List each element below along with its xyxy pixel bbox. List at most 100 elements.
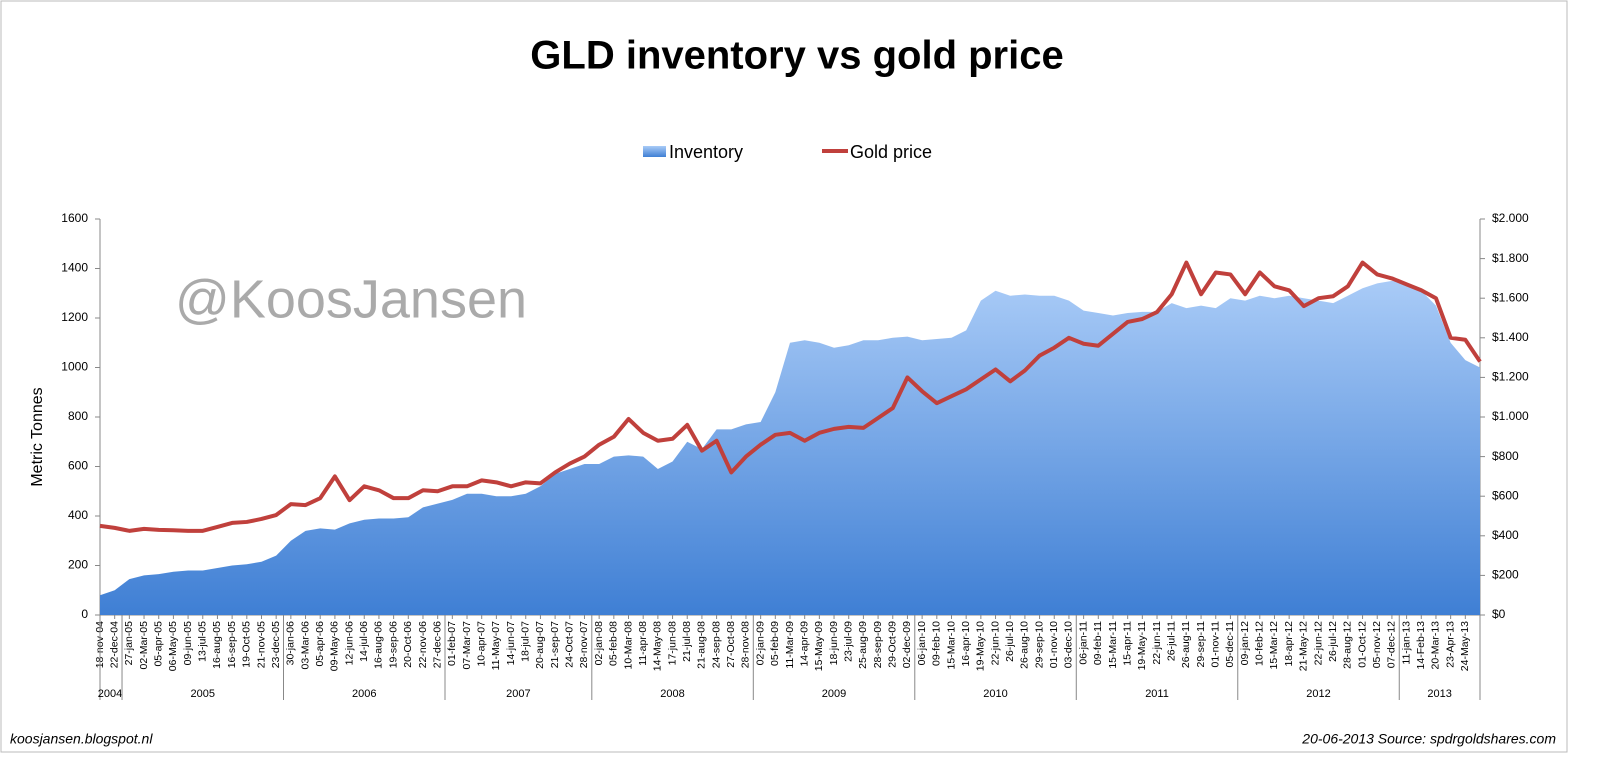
x-tick-label: 27-Oct-08 [725,621,737,668]
x-tick-label: 10-feb-12 [1254,621,1266,666]
x-tick-label: 15-Mar-12 [1268,621,1280,670]
y2-tick-label: $1.400 [1492,330,1529,344]
footer-right: 20-06-2013 Source: spdrgoldshares.com [1301,731,1556,747]
x-tick-label: 15-apr-11 [1121,621,1133,666]
x-tick-label: 14-apr-09 [798,621,810,667]
x-tick-label: 05-apr-06 [314,621,326,667]
x-tick-label: 09-feb-10 [931,621,943,666]
x-tick-label: 25-aug-09 [857,621,869,669]
x-tick-label: 23-Apr-13 [1444,621,1456,668]
x-tick-label: 09-May-06 [329,621,341,671]
x-tick-label: 21-nov-05 [255,621,267,668]
x-tick-label: 29-sep-10 [1033,621,1045,668]
x-tick-label: 16-apr-10 [960,621,972,667]
x-tick-label: 05-apr-05 [153,621,165,667]
x-tick-label: 26-jul-11 [1165,621,1177,661]
y-tick-label: 200 [68,558,88,572]
x-tick-label: 24-sep-08 [710,621,722,668]
x-tick-label: 14-Feb-13 [1415,621,1427,670]
year-label: 2013 [1427,688,1451,700]
x-tick-label: 22-nov-06 [417,621,429,668]
x-tick-label: 07-dec-12 [1386,621,1398,668]
x-tick-label: 03-dec-10 [1063,621,1075,668]
y-tick-label: 1400 [61,261,88,275]
x-tick-label: 01-feb-07 [446,621,458,666]
x-tick-label: 05-feb-08 [608,621,620,666]
x-tick-label: 20-Oct-06 [402,621,414,668]
x-tick-label: 01-nov-11 [1210,621,1222,668]
x-tick-label: 18-jul-07 [520,621,532,662]
x-tick-label: 28-aug-12 [1342,621,1354,669]
y-tick-label: 600 [68,459,88,473]
x-tick-label: 15-Mar-11 [1107,621,1119,669]
x-tick-label: 18-apr-12 [1283,621,1295,667]
x-tick-label: 19-May-10 [975,621,987,671]
x-tick-label: 14-jul-06 [358,621,370,662]
x-tick-label: 27-jan-05 [123,621,135,666]
x-tick-label: 22-jun-11 [1151,621,1163,665]
x-tick-label: 27-dec-06 [431,621,443,668]
x-tick-label: 02-Mar-05 [138,621,150,670]
y2-tick-label: $600 [1492,488,1519,502]
x-tick-label: 24-Oct-07 [564,621,576,668]
y2-tick-label: $800 [1492,449,1519,463]
x-tick-label: 05-dec-11 [1224,621,1236,668]
x-tick-label: 03-Mar-06 [299,621,311,670]
chart-title: GLD inventory vs gold price [530,34,1063,78]
x-tick-label: 28-sep-09 [872,621,884,668]
x-tick-label: 10-apr-07 [475,621,487,667]
x-tick-label: 19-May-11 [1136,621,1148,671]
x-tick-label: 02-jan-08 [593,621,605,666]
legend: Inventory Gold price [643,142,932,162]
x-tick-label: 15-May-09 [813,621,825,671]
y2-tick-label: $200 [1492,568,1519,582]
x-tick-label: 22-jun-10 [989,621,1001,666]
x-tick-label: 22-dec-04 [108,621,120,668]
x-tick-label: 21-sep-07 [549,621,561,668]
x-tick-label: 29-sep-11 [1195,621,1207,668]
y2-tick-label: $2.000 [1492,211,1529,225]
legend-label: Gold price [850,142,932,162]
year-label: 2012 [1306,688,1330,700]
x-tick-label: 21-jul-08 [681,621,693,662]
x-tick-label: 16-aug-06 [373,621,385,669]
x-tick-label: 15-Mar-10 [945,621,957,670]
x-tick-label: 06-jan-10 [916,621,928,666]
y-tick-label: 1000 [61,360,88,374]
year-label: 2009 [822,688,846,700]
x-tick-label: 29-Oct-09 [887,621,899,668]
x-tick-label: 26-jul-10 [1004,621,1016,662]
x-tick-label: 07-Mar-07 [461,621,473,670]
y2-tick-label: $1.200 [1492,370,1529,384]
x-tick-label: 09-jun-05 [182,621,194,666]
x-tick-label: 06-jan-11 [1077,621,1089,665]
y-tick-label: 400 [68,508,88,522]
x-tick-label: 16-aug-05 [211,621,223,669]
footer-left: koosjansen.blogspot.nl [10,731,153,747]
y2-tick-label: $1.800 [1492,251,1529,265]
x-tick-label: 12-jun-06 [343,621,355,666]
y2-tick-label: $1.600 [1492,290,1529,304]
legend-swatch [643,146,666,157]
x-tick-label: 21-May-12 [1298,621,1310,671]
x-tick-label: 24-May-13 [1459,621,1471,671]
y-tick-label: 1600 [61,211,88,225]
x-tick-label: 09-jan-12 [1239,621,1251,666]
y2-tick-label: $0 [1492,607,1506,621]
x-tick-label: 30-jan-06 [285,621,297,666]
year-label: 2004 [98,688,122,700]
watermark: @KoosJansen [175,269,527,329]
y-tick-label: 1200 [61,310,88,324]
x-tick-label: 21-aug-08 [696,621,708,669]
year-label: 2011 [1145,688,1169,700]
x-tick-label: 13-jul-05 [197,621,209,662]
x-tick-label: 10-Mar-08 [622,621,634,670]
x-tick-label: 19-Oct-05 [241,621,253,668]
x-tick-label: 11-apr-08 [637,621,649,666]
x-tick-label: 20-Mar-13 [1430,621,1442,670]
x-tick-label: 17-jun-08 [666,621,678,666]
y2-tick-label: $1.000 [1492,409,1529,423]
x-tick-label: 05-nov-12 [1371,621,1383,668]
